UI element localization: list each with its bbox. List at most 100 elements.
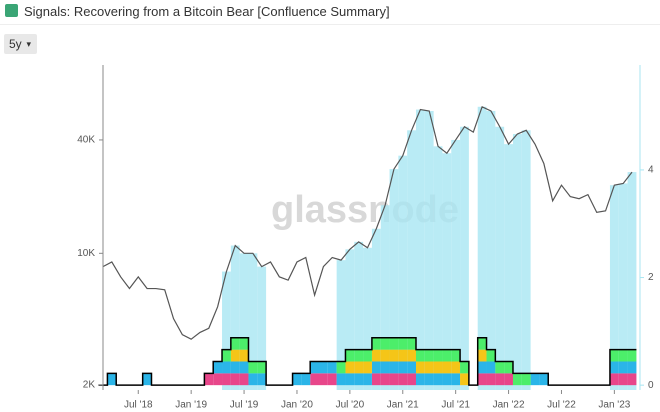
signal-shade	[389, 169, 399, 390]
signal-shade	[618, 183, 628, 390]
signal-bar	[477, 373, 487, 386]
signal-bar	[380, 349, 390, 362]
signal-bar	[442, 361, 452, 374]
signal-bar	[319, 361, 328, 374]
price-line	[102, 105, 633, 340]
signal-bar	[327, 361, 337, 374]
page-title: Signals: Recovering from a Bitcoin Bear …	[24, 4, 390, 19]
signal-bar	[609, 361, 619, 374]
signal-bar	[292, 373, 302, 386]
signal-shade	[230, 245, 240, 390]
signal-bar	[380, 337, 390, 350]
signal-bar	[239, 373, 249, 386]
signal-bar	[407, 349, 416, 362]
signal-shade	[239, 253, 249, 390]
signal-shade	[398, 155, 408, 390]
signal-bar	[345, 361, 355, 374]
signal-bar	[460, 373, 469, 386]
signal-bar	[415, 349, 425, 362]
signal-shade	[486, 110, 496, 391]
signal-bar	[345, 373, 355, 386]
signal-bar	[363, 349, 372, 362]
x-tick-label: Jan '20	[281, 400, 313, 411]
signal-bar	[415, 361, 425, 374]
confluence-line	[98, 337, 637, 386]
y2-tick-label: 4	[648, 165, 654, 176]
y2-tick-label: 0	[648, 380, 654, 391]
y-tick-label: 40K	[77, 135, 95, 146]
signal-bar	[512, 373, 522, 386]
signal-bar	[407, 361, 416, 374]
signal-bar	[389, 361, 399, 374]
signal-bar	[380, 361, 390, 374]
signal-bar	[398, 373, 408, 386]
signal-shade	[451, 139, 461, 390]
signal-bar	[230, 337, 240, 350]
signal-bar	[371, 349, 381, 362]
signal-bar	[618, 373, 628, 386]
signal-bar	[345, 349, 355, 362]
signal-bar	[609, 373, 619, 386]
x-tick-label: Jul '21	[441, 400, 470, 411]
signal-bar	[521, 373, 531, 386]
signal-bar	[389, 349, 399, 362]
y2-tick-label: 2	[648, 272, 654, 283]
signal-bar	[230, 361, 240, 374]
signal-bar	[486, 349, 496, 362]
signal-bar	[407, 373, 416, 386]
signal-bar	[495, 361, 505, 374]
signal-bar	[336, 361, 346, 374]
signal-bar	[257, 373, 267, 386]
range-selector[interactable]: 5y	[4, 34, 37, 54]
signal-shade	[627, 172, 637, 390]
signal-bar	[239, 361, 249, 374]
signal-bar	[239, 349, 249, 362]
signal-bar	[327, 373, 337, 386]
signal-bar	[539, 373, 549, 386]
signal-bar	[389, 337, 399, 350]
signal-bar	[442, 373, 452, 386]
signal-bar	[495, 373, 505, 386]
signal-bar	[451, 373, 461, 386]
signal-bar	[389, 373, 399, 386]
signal-bar	[142, 373, 152, 386]
signal-bar	[627, 373, 637, 386]
signal-bar	[477, 337, 487, 350]
signal-bar	[230, 349, 240, 362]
signal-bar	[486, 373, 496, 386]
signal-bar	[257, 361, 267, 374]
signal-shade	[477, 106, 487, 390]
signal-shade	[257, 266, 267, 390]
y-tick-label: 10K	[77, 248, 95, 259]
signal-bar	[248, 361, 258, 374]
signal-bar	[618, 349, 628, 362]
signal-bar	[371, 361, 381, 374]
signal-bar	[424, 349, 434, 362]
header: Signals: Recovering from a Bitcoin Bear …	[0, 0, 660, 25]
x-tick-label: Jul '18	[124, 400, 153, 411]
signal-bar	[222, 373, 231, 386]
signal-shade	[442, 153, 452, 390]
chart-icon	[5, 4, 18, 17]
signal-bar	[415, 373, 425, 386]
signal-bar	[424, 361, 434, 374]
signal-bar	[354, 373, 364, 386]
x-tick-label: Jul '19	[230, 400, 259, 411]
signal-bar	[239, 337, 249, 350]
signal-bar	[477, 361, 487, 374]
x-tick-label: Jan '19	[175, 400, 207, 411]
signal-bar	[354, 361, 364, 374]
signal-bar	[433, 349, 443, 362]
signal-shade	[521, 130, 531, 391]
signal-shade	[354, 241, 364, 390]
signal-bar	[398, 337, 408, 350]
signal-shade	[424, 110, 434, 391]
signal-shade	[248, 253, 258, 390]
signal-bar	[371, 337, 381, 350]
signal-shade	[460, 126, 469, 390]
signal-bar	[398, 349, 408, 362]
signal-bar	[398, 361, 408, 374]
signal-bar	[248, 373, 258, 386]
